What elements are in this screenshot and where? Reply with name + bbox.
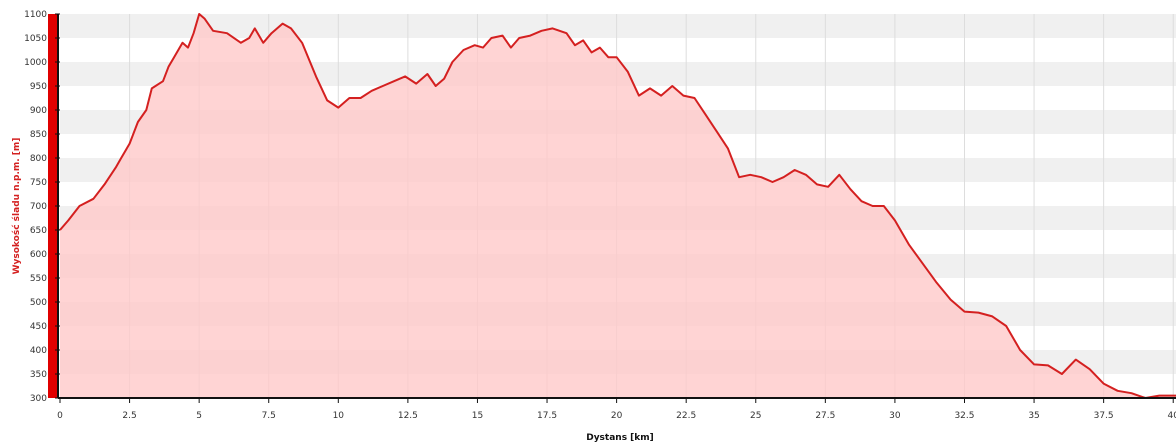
y-axis-title: Wysokość śladu n.p.m. [m] — [11, 138, 22, 275]
y-tick-label: 600 — [30, 250, 47, 260]
x-tick-label: 17.5 — [537, 411, 557, 421]
x-tick-label: 37.5 — [1094, 411, 1114, 421]
y-tick-label: 500 — [30, 298, 47, 308]
y-tick-label: 800 — [30, 154, 47, 164]
x-tick-label: 35 — [1028, 411, 1039, 421]
x-tick-label: 25 — [750, 411, 761, 421]
x-tick-label: 32.5 — [954, 411, 974, 421]
x-tick-label: 15 — [472, 411, 483, 421]
y-tick-label: 650 — [30, 226, 47, 236]
y-tick-label: 450 — [30, 322, 47, 332]
tick-labels: 3003504004505005506006507007508008509009… — [24, 10, 1176, 421]
y-tick-label: 1000 — [24, 58, 47, 68]
y-tick-label: 850 — [30, 130, 47, 140]
y-tick-label: 700 — [30, 202, 47, 212]
elevation-line — [59, 13, 1176, 399]
y-tick-label: 400 — [30, 346, 47, 356]
y-tick-label: 1050 — [24, 34, 47, 44]
x-tick-label: 40 — [1167, 411, 1176, 421]
x-tick-label: 27.5 — [815, 411, 835, 421]
x-tick-label: 5 — [196, 411, 202, 421]
x-tick-label: 20 — [611, 411, 623, 421]
y-tick-label: 900 — [30, 106, 47, 116]
elevation-area — [59, 13, 1176, 399]
y-tick-label: 350 — [30, 370, 47, 380]
x-tick-label: 2.5 — [122, 411, 136, 421]
x-tick-label: 0 — [57, 411, 63, 421]
y-tick-label: 1100 — [24, 10, 47, 20]
y-tick-label: 750 — [30, 178, 47, 188]
y-axis-bar — [48, 14, 58, 398]
y-tick-label: 300 — [30, 394, 47, 404]
x-tick-label: 10 — [333, 411, 345, 421]
x-tick-label: 30 — [889, 411, 901, 421]
area-fill — [60, 14, 1176, 398]
x-tick-label: 7.5 — [262, 411, 276, 421]
grid-band — [60, 14, 1176, 38]
y-tick-label: 550 — [30, 274, 47, 284]
y-tick-label: 950 — [30, 82, 47, 92]
x-tick-label: 12.5 — [398, 411, 418, 421]
x-axis-title: Dystans [km] — [586, 433, 654, 443]
x-tick-label: 22.5 — [676, 411, 696, 421]
